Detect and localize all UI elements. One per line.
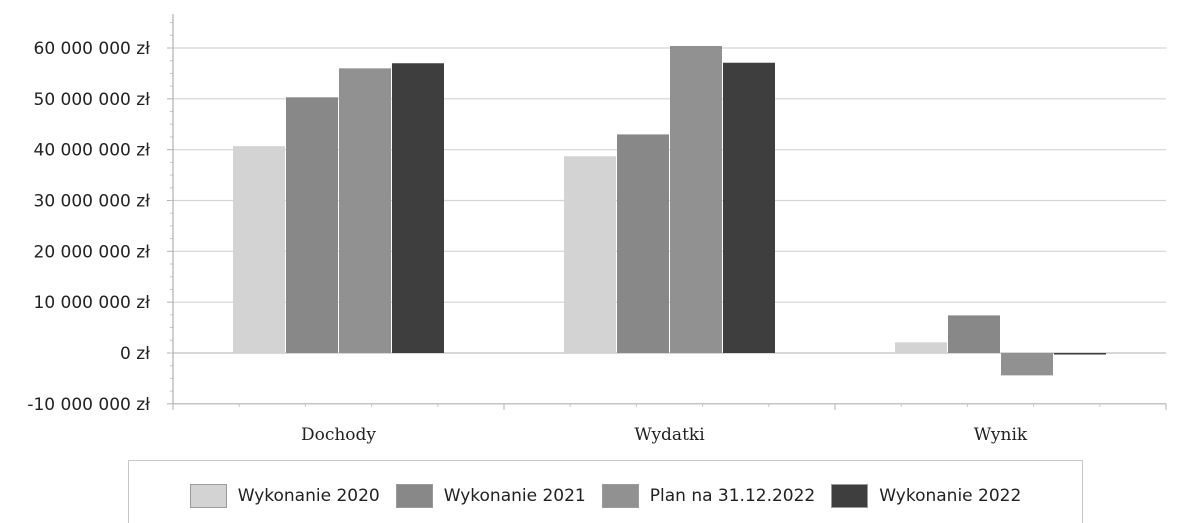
gridlines: [173, 47, 1166, 354]
y-tick-label: 40 000 000 zł: [34, 141, 151, 161]
bar: [670, 45, 722, 353]
bar: [233, 146, 285, 353]
legend-swatch: [395, 484, 433, 508]
x-tick-label: Dochody: [301, 425, 376, 445]
y-tick-label: 0 zł: [120, 344, 150, 364]
x-tick-label: Wynik: [974, 425, 1028, 445]
x-tick-label: Wydatki: [634, 425, 705, 445]
legend-label: Plan na 31.12.2022: [649, 486, 816, 506]
legend: Wykonanie 2020 Wykonanie 2021 Plan na 31.1…: [128, 460, 1083, 523]
bar: [339, 68, 391, 353]
legend-item: Wykonanie 2020: [189, 484, 380, 508]
bar: [286, 97, 338, 353]
y-axis-labels: -10 000 000 zł 0 zł 10 000 000 zł 20 000 00…: [27, 39, 150, 415]
axes: [167, 14, 1167, 410]
legend-swatch: [831, 484, 869, 508]
y-tick-label: 10 000 000 zł: [34, 293, 151, 313]
legend-items: Wykonanie 2020 Wykonanie 2021 Plan na 31.1…: [129, 481, 1082, 511]
legend-item: Plan na 31.12.2022: [601, 484, 816, 508]
bar: [1054, 353, 1106, 355]
bar: [1001, 353, 1053, 376]
bar: [948, 315, 1000, 353]
y-tick-label: 60 000 000 zł: [34, 39, 151, 59]
bar: [564, 156, 616, 353]
y-tick-label: 50 000 000 zł: [34, 90, 151, 110]
bars: [233, 45, 1106, 376]
legend-swatch: [189, 484, 227, 508]
bar: [723, 62, 775, 353]
y-tick-label: 30 000 000 zł: [34, 192, 151, 212]
bar-chart: -10 000 000 zł 0 zł 10 000 000 zł 20 000 00…: [27, 14, 1167, 445]
legend-swatch: [601, 484, 639, 508]
bar: [617, 134, 669, 353]
legend-label: Wykonanie 2020: [237, 486, 380, 506]
y-tick-label: 20 000 000 zł: [34, 242, 151, 262]
bar: [392, 63, 444, 353]
x-axis-labels: Dochody Wydatki Wynik: [301, 425, 1028, 445]
legend-label: Wykonanie 2021: [443, 486, 586, 506]
y-tick-label: -10 000 000 zł: [27, 395, 150, 415]
legend-label: Wykonanie 2022: [879, 486, 1022, 506]
bar: [895, 342, 947, 353]
legend-item: Wykonanie 2022: [831, 484, 1021, 508]
legend-item: Wykonanie 2021: [395, 484, 586, 508]
